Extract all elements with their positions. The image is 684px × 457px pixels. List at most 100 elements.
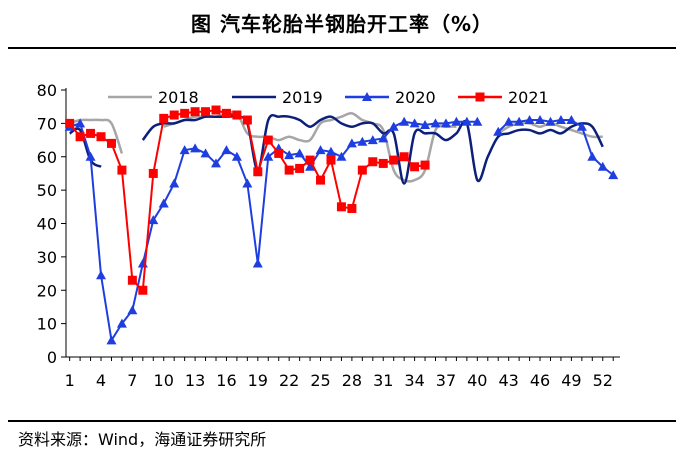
- series-2020-line: [497, 119, 614, 176]
- series-2020-point: [263, 151, 274, 161]
- series-2021-point: [326, 155, 336, 165]
- series-2021-point: [211, 105, 221, 115]
- series-2020-point: [503, 116, 514, 126]
- series-2020-point: [555, 115, 566, 125]
- series-2021-point: [347, 203, 357, 213]
- series-2020-point: [75, 118, 86, 128]
- series-2020-point: [325, 146, 336, 156]
- legend-label-2018: 2018: [158, 88, 199, 107]
- series-2021-point: [127, 275, 137, 285]
- series-2020-point: [514, 116, 525, 126]
- y-tick-label: 10: [37, 315, 57, 334]
- series-2020-point: [378, 133, 389, 143]
- series-2021-point: [368, 157, 378, 167]
- x-tick-label: 16: [216, 371, 236, 390]
- series-2021-point: [159, 113, 169, 123]
- series-2021-point: [284, 165, 294, 175]
- title-rule: [8, 47, 676, 49]
- y-tick-label: 40: [37, 215, 57, 234]
- series-2020-point: [535, 115, 546, 125]
- y-tick-label: 50: [37, 181, 57, 200]
- series-2021-point: [274, 148, 284, 158]
- series-2020-point: [430, 118, 441, 128]
- series-2020-point: [399, 116, 410, 126]
- series-2021-point: [138, 285, 148, 295]
- series-2020-point: [210, 158, 221, 168]
- x-tick-label: 25: [310, 371, 330, 390]
- x-tick-label: 19: [248, 371, 268, 390]
- series-2021-point: [96, 132, 106, 142]
- series-2021-point: [106, 138, 116, 148]
- series-2021-point: [75, 132, 85, 142]
- series-2020-point: [576, 121, 587, 131]
- y-tick-label: 60: [37, 148, 57, 167]
- x-tick-label: 13: [185, 371, 205, 390]
- legend-marker-2021: [475, 92, 485, 102]
- series-2020-line: [69, 120, 478, 342]
- series-2021-point: [357, 165, 367, 175]
- source-note: 资料来源：Wind，海通证券研究所: [18, 430, 267, 449]
- series-2021-point: [190, 107, 200, 117]
- series-2020-point: [169, 178, 180, 188]
- series-2020-point: [587, 151, 598, 161]
- series-2020-point: [200, 148, 211, 158]
- x-tick-label: 37: [436, 371, 456, 390]
- x-tick-label: 40: [467, 371, 487, 390]
- series-2020-point: [388, 121, 399, 131]
- series-2020-point: [493, 126, 504, 136]
- series-2020-point: [179, 145, 190, 155]
- series-2020-point: [472, 116, 483, 126]
- series-2021-point: [420, 160, 430, 170]
- series-2020-point: [252, 258, 263, 268]
- series-2021-point: [305, 155, 315, 165]
- series-2020-point: [409, 118, 420, 128]
- series-2021-point: [336, 202, 346, 212]
- series-2021-point: [295, 163, 305, 173]
- x-tick-label: 28: [342, 371, 362, 390]
- y-tick-label: 0: [47, 348, 57, 367]
- y-tick-label: 70: [37, 114, 57, 133]
- series-2021-point: [232, 110, 242, 120]
- x-tick-label: 52: [593, 371, 613, 390]
- series-2020-point: [608, 170, 619, 180]
- series-2020-point: [242, 178, 253, 188]
- series-2020-point: [597, 161, 608, 171]
- y-tick-label: 30: [37, 248, 57, 267]
- y-tick-label: 80: [37, 81, 57, 100]
- series-2020-point: [315, 145, 326, 155]
- x-tick-label: 1: [65, 371, 75, 390]
- series-2020-point: [231, 151, 242, 161]
- series-2021-point: [117, 165, 127, 175]
- series-2021-point: [316, 175, 326, 185]
- series-2021-point: [242, 115, 252, 125]
- x-tick-label: 10: [154, 371, 174, 390]
- series-2020-point: [566, 115, 577, 125]
- series-2021-point: [399, 152, 409, 162]
- series-2020-point: [336, 151, 347, 161]
- series-2020-point: [367, 135, 378, 145]
- series-2019-line: [141, 113, 604, 185]
- series-2020-point: [85, 151, 96, 161]
- series-2021-point: [253, 167, 263, 177]
- series-2021-point: [201, 107, 211, 117]
- series-2021-point: [86, 128, 96, 138]
- legend-label-2021: 2021: [508, 88, 549, 107]
- series-2021-point: [180, 108, 190, 118]
- series-2020-point: [127, 305, 138, 315]
- x-tick-label: 34: [404, 371, 424, 390]
- series-2021-point: [389, 155, 399, 165]
- x-tick-label: 22: [279, 371, 299, 390]
- legend-label-2020: 2020: [395, 88, 436, 107]
- source-rule: [8, 420, 676, 422]
- series-2020-point: [148, 215, 159, 225]
- series-2020-point: [545, 116, 556, 126]
- series-2020-point: [357, 136, 368, 146]
- series-2021-point: [148, 168, 158, 178]
- x-tick-label: 43: [498, 371, 518, 390]
- series-2020-point: [116, 318, 127, 328]
- x-tick-label: 31: [373, 371, 393, 390]
- series-2021-point: [221, 108, 231, 118]
- series-2020-point: [96, 270, 107, 280]
